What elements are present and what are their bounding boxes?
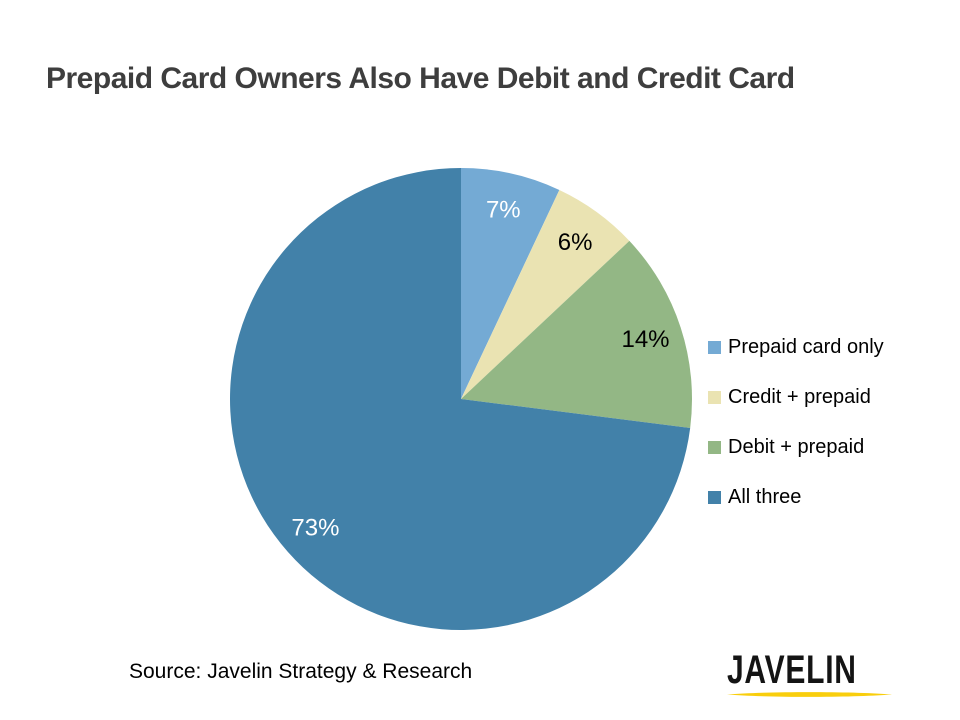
javelin-logo-text: JAVELIN: [727, 648, 857, 692]
pie-slice-label-1: 6%: [558, 229, 593, 256]
pie-slice-label-3: 73%: [291, 514, 339, 541]
pie-slice-label-0: 7%: [486, 197, 521, 224]
javelin-logo: JAVELIN: [727, 650, 892, 698]
legend-swatch-3: [708, 490, 721, 504]
logo-underline-swoosh: [727, 692, 892, 697]
pie-slice-3: [230, 168, 691, 630]
legend-swatch-1: [708, 390, 721, 404]
pie-slice-1: [461, 189, 630, 399]
legend-item-0: Prepaid card only: [708, 335, 884, 359]
legend-item-3: All three: [708, 485, 884, 509]
legend-label-2: Debit + prepaid: [728, 435, 865, 458]
pie-slice-0: [461, 168, 560, 399]
legend: Prepaid card only Credit + prepaid Debit +…: [708, 335, 884, 509]
legend-swatch-2: [708, 440, 721, 454]
legend-label-3: All three: [728, 485, 802, 508]
legend-swatch-0: [708, 340, 721, 354]
legend-item-2: Debit + prepaid: [708, 435, 884, 459]
legend-item-1: Credit + prepaid: [708, 385, 884, 409]
legend-label-1: Credit + prepaid: [728, 385, 871, 408]
legend-label-0: Prepaid card only: [728, 335, 884, 358]
pie-slice-label-2: 14%: [621, 326, 669, 353]
source-text: Source: Javelin Strategy & Research: [129, 660, 473, 683]
pie-slice-2: [461, 240, 693, 428]
chart-title: Prepaid Card Owners Also Have Debit and …: [46, 62, 795, 95]
